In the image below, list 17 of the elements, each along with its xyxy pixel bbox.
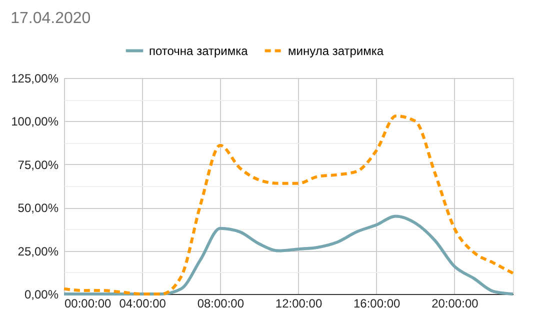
legend-label: минула затримка (288, 44, 384, 58)
chart-title: 17.04.2020 (10, 10, 91, 27)
y-tick-label: 125,00% (11, 72, 59, 86)
line-series (62, 214, 514, 296)
x-tick-label: 16:00:00 (353, 296, 401, 310)
x-tick-label: 08:00:00 (197, 296, 244, 310)
y-tick-label: 25,00% (18, 244, 59, 258)
line-series (62, 114, 514, 296)
y-tick-label: 75,00% (18, 158, 59, 172)
x-tick-label: 04:00:00 (119, 296, 166, 310)
y-tick-label: 100,00% (11, 114, 59, 129)
x-tick-label: 12:00:00 (275, 296, 322, 310)
y-tick-label: 50,00% (18, 201, 59, 216)
legend-label: поточна затримка (149, 44, 248, 58)
x-tick-label: 20:00:00 (432, 296, 479, 310)
y-tick-label: 0,00% (24, 288, 59, 302)
x-tick-label: 00:00:00 (64, 296, 112, 310)
